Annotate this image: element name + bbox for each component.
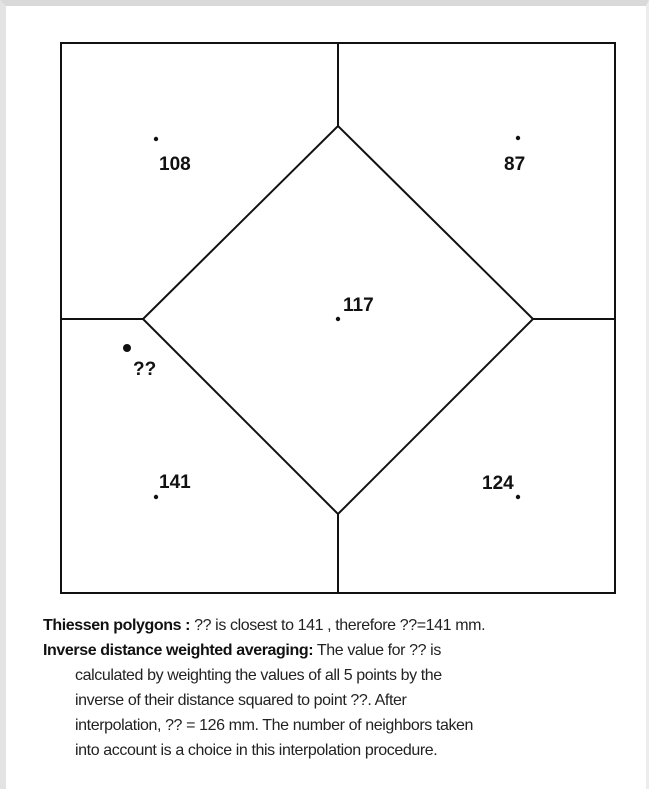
idw-line: into account is a choice in this interpo… [75,742,438,759]
polygon-lines [60,42,616,594]
point-label: 141 [159,472,191,493]
point [515,494,521,500]
idw-line: calculated by weighting the values of al… [75,667,442,684]
caption: Thiessen polygons : ?? is closest to 141… [43,613,643,763]
term: Thiessen polygons : [43,617,191,634]
point-label: 87 [504,154,525,175]
thiessen-line: Thiessen polygons : ?? is closest to 141… [43,613,643,638]
point-label: ?? [133,359,156,380]
text: ?? is closest to 141 , therefore ??=141 … [190,617,486,634]
text: The value for ?? is [313,642,441,659]
idw-line: interpolation, ?? = 126 mm. The number o… [75,717,474,734]
idw-line: Inverse distance weighted averaging: The… [43,638,643,663]
point [335,316,341,322]
point [153,494,159,500]
point [123,344,131,352]
idw-line: inverse of their distance squared to poi… [75,692,407,709]
point-label: 124 [482,473,514,494]
diagram: 108 87 117 ?? 141 124 [60,42,616,594]
point [515,135,521,141]
point-label: 108 [159,154,191,175]
point-label: 117 [343,295,374,316]
term: Inverse distance weighted averaging: [43,642,314,659]
points [123,135,521,500]
point [153,136,159,142]
